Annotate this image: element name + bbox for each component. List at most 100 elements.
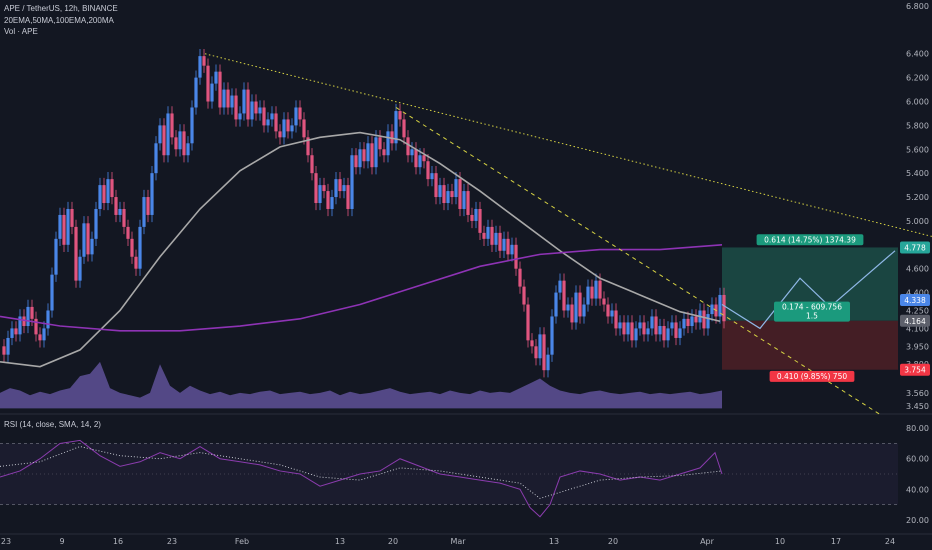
candle-body — [710, 304, 714, 315]
candle-body — [622, 322, 626, 335]
candle-body — [10, 328, 14, 338]
time-tick-label: 24 — [885, 537, 895, 546]
candle-body — [74, 226, 78, 281]
candle-body — [694, 316, 698, 323]
candle-body — [602, 298, 606, 305]
candle-body — [54, 238, 58, 275]
candle-body — [554, 292, 558, 317]
candle-body — [82, 223, 86, 257]
stop-label-bg — [769, 370, 855, 382]
candle-body — [566, 304, 570, 311]
candle-body — [190, 107, 194, 144]
candle-body — [522, 286, 526, 305]
candle-body — [46, 310, 50, 329]
candle-body — [118, 208, 122, 215]
candle-body — [90, 238, 94, 255]
candle-body — [686, 318, 690, 327]
candle-body — [418, 155, 422, 168]
candle-body — [234, 95, 238, 120]
candle-body — [122, 208, 126, 227]
candle-body — [38, 334, 42, 341]
candle-body — [574, 292, 578, 323]
price-tick-label: 3.560 — [906, 389, 929, 398]
candle-body — [94, 208, 98, 239]
ma-purple-line — [0, 244, 723, 332]
price-tick-label: 4.600 — [906, 265, 929, 274]
candle-body — [142, 197, 146, 227]
candle-body — [210, 83, 214, 102]
trendline — [204, 53, 932, 237]
candle-body — [410, 149, 414, 156]
candle-body — [206, 65, 210, 102]
volume-legend[interactable]: Vol · APE — [4, 27, 38, 36]
candle-body — [166, 113, 170, 156]
time-tick-label: 9 — [59, 537, 64, 546]
candle-body — [626, 322, 630, 335]
rr-label-bg — [774, 301, 850, 322]
candle-body — [674, 322, 678, 338]
candle-body — [334, 179, 338, 198]
candle-body — [2, 346, 6, 355]
candle-body — [490, 226, 494, 245]
candle-body — [178, 131, 182, 150]
candle-body — [18, 316, 22, 335]
price-tag: 3.754 — [904, 366, 926, 375]
rsi-legend[interactable]: RSI (14, close, SMA, 14, 2) — [4, 420, 101, 429]
candle-body — [314, 173, 318, 204]
candle-body — [222, 89, 226, 108]
candle-body — [270, 113, 274, 120]
price-tick-label: 6.400 — [906, 50, 929, 59]
candle-body — [402, 119, 406, 138]
candle-body — [610, 310, 614, 317]
candle-body — [518, 268, 522, 287]
candle-body — [326, 191, 330, 209]
candle-body — [6, 337, 10, 355]
candle-body — [78, 256, 82, 281]
price-tick-label: 4.400 — [906, 289, 929, 298]
price-tag: 4.338 — [904, 296, 926, 305]
candle-body — [642, 322, 646, 335]
candle-body — [546, 354, 550, 371]
rsi-tick-label: 60.00 — [906, 455, 929, 464]
candle-body — [486, 226, 490, 239]
indicator-legend[interactable]: 20EMA,50MA,100EMA,200MA — [4, 16, 114, 25]
candle-body — [262, 107, 266, 126]
candle-body — [102, 185, 106, 204]
candle-body — [718, 294, 722, 317]
candle-body — [98, 185, 102, 209]
time-tick-label: Mar — [450, 537, 466, 546]
rr-label-2: 1.5 — [806, 312, 818, 321]
target-label-bg — [756, 234, 864, 246]
candle-body — [146, 197, 150, 215]
price-tick-label: 5.000 — [906, 217, 929, 226]
candle-body — [606, 304, 610, 317]
price-tick-label: 6.200 — [906, 74, 929, 83]
candle-body — [638, 322, 642, 329]
candle-body — [394, 111, 398, 144]
candle-body — [274, 113, 278, 132]
candle-body — [534, 346, 538, 359]
price-tick-label: 5.200 — [906, 193, 929, 202]
candle-body — [154, 143, 158, 174]
candle-body — [246, 89, 250, 120]
candle-body — [218, 71, 222, 108]
stop-label: 0.410 (9.85%) 750 — [777, 372, 847, 381]
candle-body — [302, 119, 306, 138]
candle-body — [198, 56, 202, 78]
candle-body — [614, 310, 618, 329]
price-tick-label: 3.450 — [906, 402, 929, 411]
candle-body — [474, 208, 478, 221]
price-tick-label: 5.400 — [906, 169, 929, 178]
candle-body — [658, 326, 662, 335]
candle-body — [586, 286, 590, 305]
candle-body — [22, 316, 26, 327]
candle-body — [562, 280, 566, 311]
candle-body — [374, 137, 378, 168]
candle-body — [358, 149, 362, 168]
candle-body — [354, 155, 358, 168]
candle-body — [162, 125, 166, 156]
volume-area — [0, 361, 722, 409]
candle-body — [346, 185, 350, 209]
candle-body — [494, 232, 498, 245]
